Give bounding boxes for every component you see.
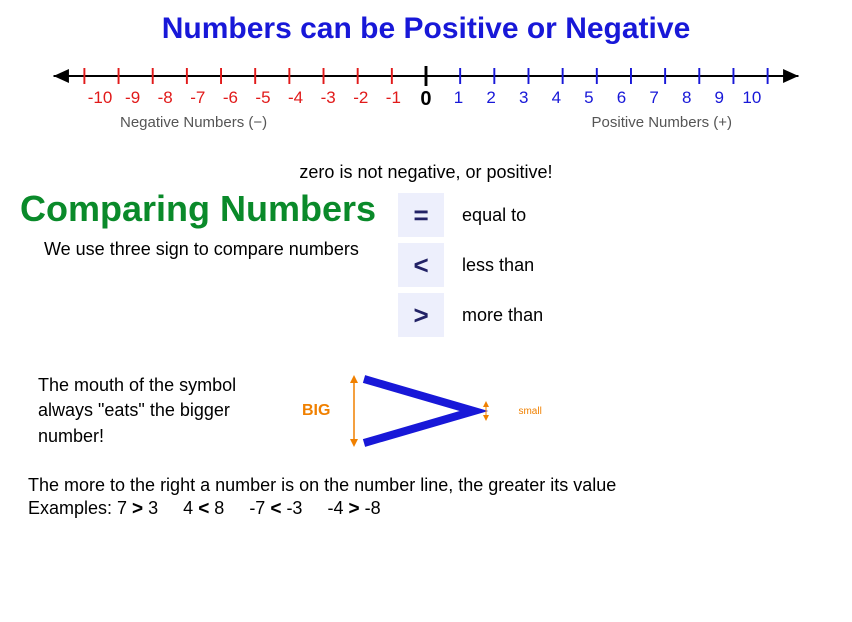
tick-label: 5 (575, 88, 603, 111)
sign-symbol: = (398, 193, 444, 237)
mouth-symbol (344, 361, 504, 461)
tick-label: -4 (282, 88, 310, 111)
sign-table: = equal to < less than > more than (398, 193, 543, 343)
sign-label: less than (462, 255, 534, 276)
big-label: BIG (302, 402, 330, 420)
positive-label: Positive Numbers (+) (592, 114, 732, 131)
tick-label: -8 (151, 88, 179, 111)
tick-label: 1 (445, 88, 473, 111)
tick-label: -6 (216, 88, 244, 111)
tick-label: -9 (119, 88, 147, 111)
tick-label: -2 (347, 88, 375, 111)
negative-label: Negative Numbers (−) (120, 114, 267, 131)
tick-label: 0 (412, 88, 440, 111)
tick-label: -7 (184, 88, 212, 111)
comparing-sub: We use three sign to compare numbers (44, 239, 376, 260)
tick-label: -5 (249, 88, 277, 111)
sign-label: equal to (462, 205, 526, 226)
page-title: Numbers can be Positive or Negative (20, 12, 832, 46)
sign-row: < less than (398, 243, 543, 287)
small-label: small (518, 406, 541, 417)
number-line-labels: -10-9-8-7-6-5-4-3-2-1012345678910 (86, 88, 766, 111)
sign-row: = equal to (398, 193, 543, 237)
rule-text: The more to the right a number is on the… (28, 475, 832, 496)
number-line: -10-9-8-7-6-5-4-3-2-1012345678910 Negati… (40, 52, 812, 162)
tick-label: 8 (673, 88, 701, 111)
tick-label: -10 (86, 88, 114, 111)
tick-label: -3 (314, 88, 342, 111)
examples: Examples: 7 > 3 4 < 8 -7 < -3 -4 > -8 (28, 498, 832, 520)
number-line-axis-labels: Negative Numbers (−) Positive Numbers (+… (120, 114, 732, 131)
zero-caption: zero is not negative, or positive! (20, 162, 832, 183)
comparing-heading: Comparing Numbers (20, 189, 376, 229)
tick-label: 7 (640, 88, 668, 111)
tick-label: 2 (477, 88, 505, 111)
tick-label: 4 (542, 88, 570, 111)
sign-row: > more than (398, 293, 543, 337)
tick-label: 9 (705, 88, 733, 111)
sign-label: more than (462, 305, 543, 326)
tick-label: 3 (510, 88, 538, 111)
mouth-text: The mouth of the symbol always "eats" th… (38, 373, 288, 449)
tick-label: 6 (608, 88, 636, 111)
tick-label: -1 (379, 88, 407, 111)
sign-symbol: > (398, 293, 444, 337)
tick-label: 10 (738, 88, 766, 111)
sign-symbol: < (398, 243, 444, 287)
